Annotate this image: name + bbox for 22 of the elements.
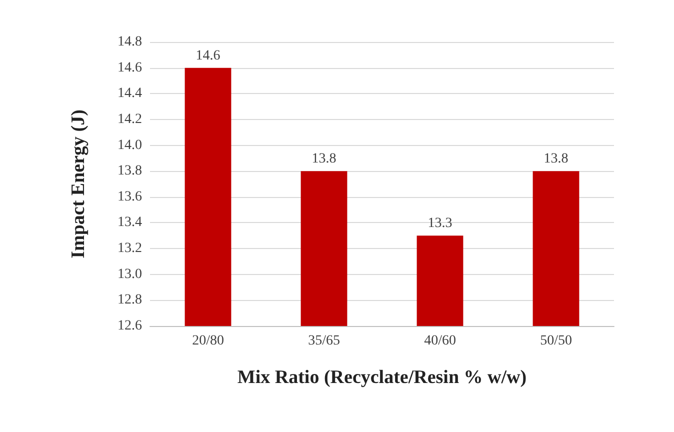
x-tick-label: 35/65 (308, 334, 340, 348)
y-tick-label: 14.0 (118, 138, 142, 153)
y-tick-label: 14.8 (118, 34, 142, 50)
y-axis-title: Impact Energy (J) (68, 110, 89, 258)
y-tick-label: 14.2 (118, 112, 142, 127)
y-tick-label: 13.4 (118, 215, 142, 230)
y-tick-label: 14.6 (118, 60, 142, 76)
y-tick-label: 13.8 (118, 164, 142, 179)
y-tick-label: 13.6 (118, 189, 142, 204)
x-axis-title: Mix Ratio (Recyclate/Resin % w/w) (237, 367, 527, 388)
y-tick-label: 12.8 (118, 292, 142, 308)
y-tick-label: 12.6 (118, 318, 142, 334)
y-tick-label: 13.2 (118, 241, 142, 256)
data-label: 13.8 (312, 152, 336, 167)
data-label: 13.3 (428, 216, 452, 232)
y-tick-label: 13.0 (118, 266, 142, 282)
x-tick-label: 40/60 (424, 334, 456, 348)
y-tick-label: 14.4 (118, 86, 142, 102)
x-tick-label: 20/80 (192, 334, 224, 348)
data-label: 13.8 (544, 152, 568, 167)
data-label: 14.6 (196, 48, 220, 64)
x-tick-label: 50/50 (540, 334, 572, 348)
